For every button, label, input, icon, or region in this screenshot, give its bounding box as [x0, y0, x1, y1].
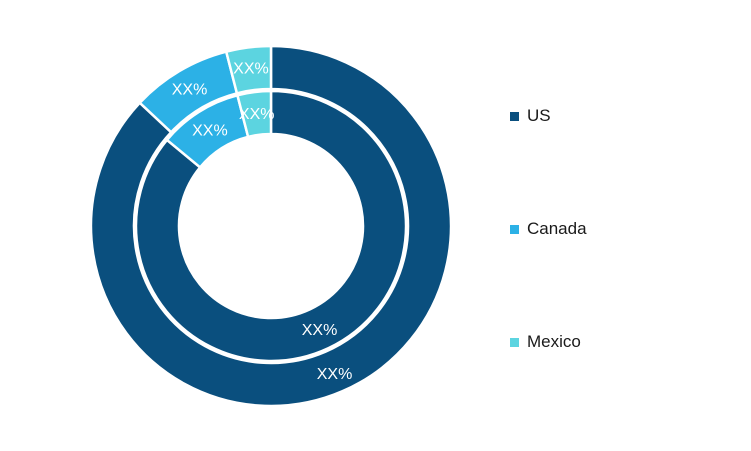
- outer-slice-label-mexico: XX%: [233, 60, 269, 77]
- inner-slice-mexico: [235, 89, 273, 139]
- inner-slice-label-canada: XX%: [192, 123, 228, 140]
- legend-label-us: US: [527, 106, 551, 125]
- outer-slice-label-us: XX%: [317, 366, 353, 383]
- legend-item-us: US: [510, 106, 551, 126]
- outer-slice-label-canada: XX%: [172, 81, 208, 98]
- legend-swatch-mexico: [510, 337, 519, 347]
- inner-slice-us: [134, 89, 408, 363]
- legend-item-canada: Canada: [510, 219, 587, 239]
- legend-label-mexico: Mexico: [527, 332, 581, 351]
- legend-label-canada: Canada: [527, 219, 587, 238]
- legend-swatch-canada: [510, 224, 519, 234]
- inner-slice-label-mexico: XX%: [239, 106, 275, 123]
- legend-swatch-us: [510, 111, 519, 121]
- outer-slice-mexico: [224, 44, 273, 95]
- legend: US Canada Mexico: [510, 0, 730, 451]
- outer-slice-us: [89, 44, 453, 408]
- legend-item-mexico: Mexico: [510, 332, 581, 352]
- inner-slice-label-us: XX%: [302, 322, 338, 339]
